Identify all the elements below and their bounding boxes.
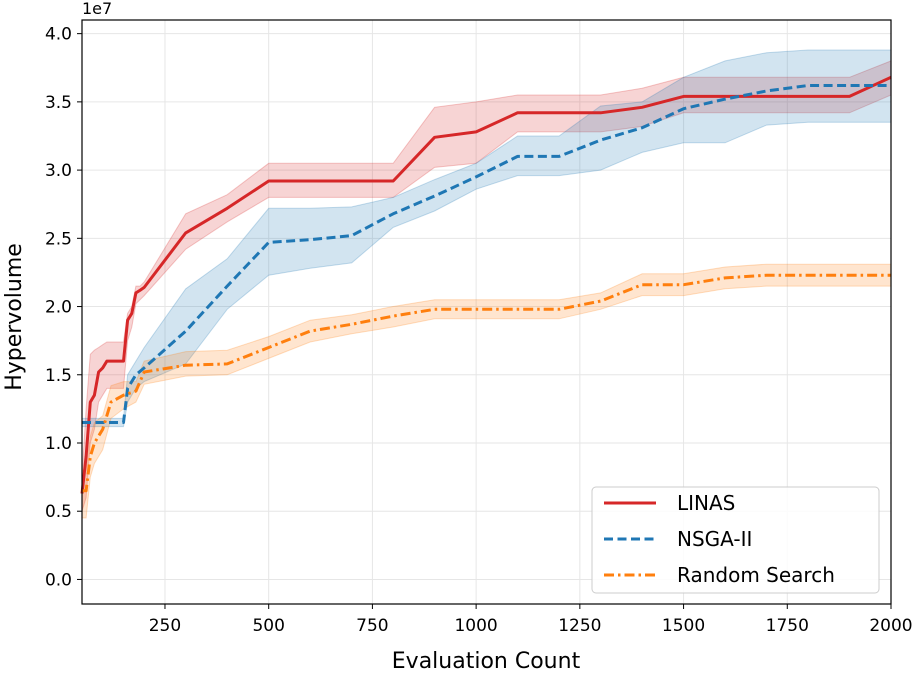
y-tick-label: 1.0 bbox=[45, 434, 72, 454]
x-tick-label: 1250 bbox=[558, 616, 601, 636]
confidence-bands bbox=[81, 49, 892, 519]
x-tick-label: 500 bbox=[252, 616, 284, 636]
y-tick-label: 2.0 bbox=[45, 298, 72, 318]
legend-label-random-search: Random Search bbox=[677, 563, 835, 587]
y-tick-label: 3.0 bbox=[45, 161, 72, 181]
x-tick-label: 250 bbox=[149, 616, 181, 636]
series-lines bbox=[80, 75, 892, 494]
y-tick-label: 2.5 bbox=[45, 229, 72, 249]
legend-box bbox=[591, 486, 880, 594]
x-tick-label: 2000 bbox=[869, 616, 912, 636]
plot-frame bbox=[81, 19, 892, 605]
x-tick-label: 1500 bbox=[662, 616, 705, 636]
legend-label-linas: LINAS bbox=[677, 491, 735, 515]
legend: LINAS NSGA-II Random Search bbox=[591, 486, 880, 594]
x-axis-label: Evaluation Count bbox=[392, 649, 581, 674]
y-tick-label: 4.0 bbox=[45, 25, 72, 45]
y-tick-label: 3.5 bbox=[45, 93, 72, 113]
axis-ticks: 250 500 750 1000 1250 1500 1750 2000 0.0 0.5 1.0 1.… bbox=[45, 25, 913, 636]
y-axis-label: Hypervolume bbox=[2, 243, 27, 391]
random-search-line bbox=[82, 273, 891, 493]
y-offset-label: 1e7 bbox=[82, 0, 112, 18]
grid-layer bbox=[82, 20, 892, 604]
legend-label-nsga-ii: NSGA-II bbox=[677, 527, 752, 551]
nsga-ii-line bbox=[82, 84, 891, 424]
x-tick-label: 1000 bbox=[454, 616, 497, 636]
x-tick-label: 1750 bbox=[766, 616, 809, 636]
linas-line bbox=[80, 75, 892, 494]
y-tick-label: 1.5 bbox=[45, 366, 72, 386]
y-tick-label: 0.5 bbox=[45, 502, 72, 522]
y-tick-label: 0.0 bbox=[45, 570, 72, 590]
x-tick-label: 750 bbox=[356, 616, 388, 636]
